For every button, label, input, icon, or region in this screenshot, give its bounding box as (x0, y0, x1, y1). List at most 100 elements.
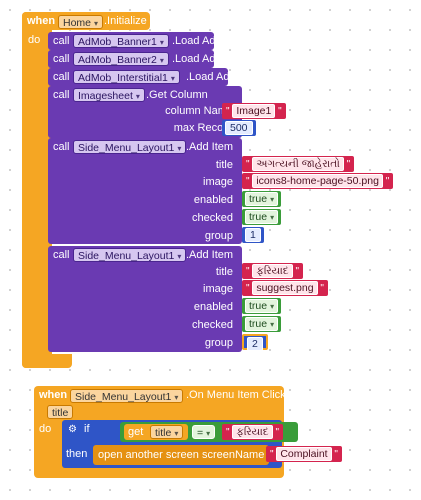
column-name-label: column Name (165, 105, 233, 117)
group-number[interactable]: 1 (245, 228, 261, 242)
image-text[interactable]: suggest.png (252, 281, 318, 295)
chevron-down-icon: ▾ (270, 302, 275, 311)
admob-interstitial1-dropdown[interactable]: AdMob_Interstitial1 ▾ (73, 70, 180, 84)
true-dropdown[interactable]: true ▾ (245, 317, 279, 331)
chevron-down-icon: ▾ (159, 38, 164, 47)
side-menu-add-item-1[interactable] (48, 138, 242, 244)
open-another-screen-label: open another screen screenName (98, 449, 265, 461)
title-parameter-name: title (52, 407, 69, 419)
title-value[interactable]: " અગત્યની જાહેરાતો " (242, 156, 355, 172)
quote-left: " (226, 106, 233, 117)
title-text[interactable]: અગત્યની જાહેરાતો (252, 157, 344, 171)
side-menu-layout1-name: Side_Menu_Layout1 (78, 142, 175, 154)
group-label: group (204, 230, 233, 242)
side-menu-layout1-dropdown[interactable]: Side_Menu_Layout1 ▾ (73, 248, 187, 262)
group-number[interactable]: 2 (247, 337, 263, 351)
quote-left: " (246, 283, 253, 294)
quote-left: " (270, 449, 277, 460)
load-ad-method: .Load Ad (186, 71, 230, 83)
group-value[interactable]: 2 (242, 334, 268, 351)
chevron-down-icon: ▾ (177, 252, 182, 261)
chevron-down-icon: ▾ (177, 144, 182, 153)
chevron-down-icon: ▾ (94, 19, 99, 28)
equals-operator-dropdown[interactable]: = ▾ (192, 425, 216, 439)
quote-left: " (246, 266, 253, 277)
admob-banner2-name: AdMob_Banner2 (78, 54, 157, 66)
enabled-value[interactable]: true ▾ (242, 191, 282, 207)
screen-name-value[interactable]: " Complaint " (266, 446, 342, 462)
max-record-value[interactable]: 500 (222, 120, 256, 136)
open-another-screen-block[interactable] (93, 445, 269, 465)
add-item-method: .Add Item (186, 141, 234, 153)
quote-left: " (246, 159, 253, 170)
true-text: true (249, 193, 268, 205)
image-value[interactable]: " icons8-home-page-50.png " (242, 173, 394, 189)
title-variable-dropdown[interactable]: title ▾ (150, 425, 184, 439)
title-variable-name: title (155, 427, 172, 439)
quote-right: " (331, 449, 338, 460)
quote-left: " (226, 427, 233, 438)
side-menu-add-item-2[interactable] (48, 246, 242, 352)
get-column-method: .Get Column (146, 89, 208, 101)
side-menu-layout1-name: Side_Menu_Layout1 (78, 250, 175, 262)
do-label: do (28, 34, 41, 46)
chevron-down-icon: ▾ (270, 320, 275, 329)
quote-right: " (343, 159, 351, 170)
compare-value-text[interactable]: ફરિયાદ (232, 425, 273, 439)
column-name-text[interactable]: Image1 (232, 104, 276, 118)
initialize-event-block[interactable] (22, 12, 52, 368)
gear-icon[interactable]: ⚙ (66, 423, 79, 436)
home-component-dropdown[interactable]: Home ▾ (58, 15, 104, 29)
call-label: call (53, 141, 70, 153)
true-text: true (249, 318, 268, 330)
load-ad-method: .Load Ad (172, 53, 216, 65)
screen-name-text[interactable]: Complaint (276, 447, 332, 461)
true-text: true (249, 300, 268, 312)
then-label: then (66, 448, 88, 460)
image-label: image (203, 176, 233, 188)
chevron-down-icon: ▾ (159, 56, 164, 65)
side-menu-layout1-dropdown[interactable]: Side_Menu_Layout1 ▾ (73, 140, 187, 154)
true-dropdown[interactable]: true ▾ (245, 299, 279, 313)
max-record-number[interactable]: 500 (225, 121, 253, 135)
side-menu-layout1-dropdown[interactable]: Side_Menu_Layout1 ▾ (70, 389, 184, 403)
admob-banner1-dropdown[interactable]: AdMob_Banner1 ▾ (73, 34, 169, 48)
checked-value[interactable]: true ▾ (242, 316, 282, 332)
admob-interstitial1-name: AdMob_Interstitial1 (78, 72, 168, 84)
if-label: if (84, 423, 90, 435)
quote-right: " (292, 266, 299, 277)
true-text: true (249, 211, 268, 223)
title-value[interactable]: " ફરિયાદ " (242, 263, 303, 279)
chevron-down-icon: ▾ (174, 429, 179, 438)
imagesheet-name: Imagesheet (78, 90, 133, 102)
group-value[interactable]: 1 (242, 227, 264, 243)
call-label: call (53, 53, 70, 65)
true-dropdown[interactable]: true ▾ (245, 192, 279, 206)
equals-operator: = (197, 427, 204, 439)
add-item-method: .Add Item (186, 249, 234, 261)
image-value[interactable]: " suggest.png " (242, 280, 328, 296)
on-menu-item-click-event: .On Menu Item Click (186, 389, 286, 401)
column-name-value[interactable]: " Image1 " (222, 103, 286, 119)
title-text[interactable]: ફરિયાદ (252, 264, 293, 278)
home-component-name: Home (63, 17, 92, 29)
image-label: image (203, 283, 233, 295)
call-label: call (53, 71, 70, 83)
title-parameter[interactable]: title (47, 405, 74, 419)
chevron-down-icon: ▾ (206, 429, 211, 438)
checked-value[interactable]: true ▾ (242, 209, 282, 225)
compare-value[interactable]: " ફરિયાદ " (222, 424, 283, 440)
enabled-value[interactable]: true ▾ (242, 298, 282, 314)
chevron-down-icon: ▾ (174, 393, 179, 402)
admob-banner2-dropdown[interactable]: AdMob_Banner2 ▾ (73, 52, 169, 66)
true-dropdown[interactable]: true ▾ (245, 210, 279, 224)
do-label: do (39, 423, 52, 435)
title-label: title (215, 266, 233, 278)
imagesheet-dropdown[interactable]: Imagesheet ▾ (73, 88, 145, 102)
chevron-down-icon: ▾ (270, 213, 275, 222)
enabled-label: enabled (193, 194, 233, 206)
image-text[interactable]: icons8-home-page-50.png (252, 174, 383, 188)
checked-label: checked (192, 212, 233, 224)
max-record-label: max Record (173, 122, 233, 134)
checked-label: checked (192, 319, 233, 331)
